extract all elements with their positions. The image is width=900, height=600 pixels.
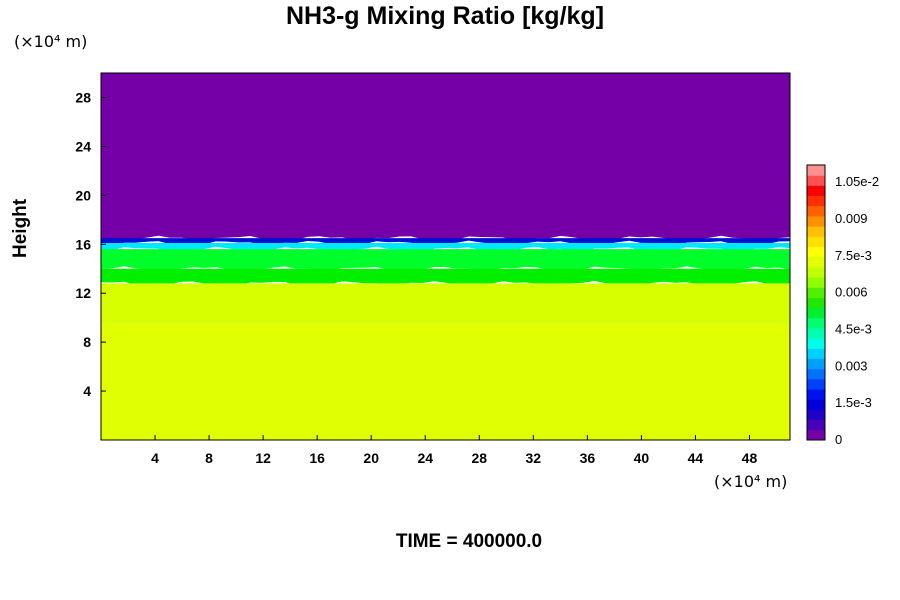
colorbar-cell [807, 165, 825, 176]
colorbar-label: 0 [835, 432, 842, 447]
colorbar-cell [807, 327, 825, 339]
colorbar-cell [807, 307, 825, 319]
colorbar-cell [807, 348, 825, 360]
colorbar-cell [807, 389, 825, 400]
y-tick-label: 28 [75, 89, 91, 105]
y-tick-label: 16 [75, 236, 91, 252]
x-tick-label: 20 [363, 450, 379, 466]
colorbar-cell [807, 246, 825, 258]
field-layer [101, 323, 790, 440]
colorbar-label: 0.006 [835, 285, 868, 300]
colorbar-cell [807, 399, 825, 410]
plot-frame [100, 72, 791, 441]
field-layer [101, 268, 790, 286]
colorbar-cell [807, 358, 825, 370]
y-tick-label: 12 [75, 285, 91, 301]
y-unit-label: (×10⁴ m) [14, 32, 88, 51]
colorbar-label: 7.5e-3 [835, 248, 872, 263]
colorbar-label: 0.009 [835, 211, 868, 226]
colorbar-cell [807, 277, 825, 288]
colorbar-cell [807, 287, 825, 298]
x-tick-label: 12 [255, 450, 271, 466]
colorbar-cell [807, 368, 825, 380]
colorbar-cell [807, 429, 825, 441]
y-tick-label: 8 [83, 334, 91, 350]
x-unit-label: (×10⁴ m) [714, 472, 788, 491]
x-tick-label: 44 [688, 450, 704, 466]
colorbar-cell [807, 175, 825, 186]
colorbar-cell [807, 297, 825, 309]
colorbar-label: 1.05e-2 [835, 174, 879, 189]
colorbar-cell [807, 185, 825, 197]
y-tick-label: 24 [75, 138, 91, 154]
chart-title: NH3-g Mixing Ratio [kg/kg] [285, 2, 605, 30]
colorbar-cell [807, 266, 825, 278]
colorbar-cell [807, 256, 825, 268]
x-tick-label: 40 [634, 450, 650, 466]
time-label: TIME = 400000.0 [395, 531, 543, 552]
x-tick-label: 36 [580, 450, 596, 466]
colorbar-cell [807, 205, 825, 217]
colorbar-cell [807, 338, 825, 349]
colorbar-cell [807, 419, 825, 431]
y-tick-label: 4 [83, 383, 91, 399]
colorbar-cell [807, 317, 825, 329]
colorbar-cell [807, 378, 825, 390]
field-layer [101, 249, 790, 272]
x-tick-label: 28 [471, 450, 487, 466]
colorbar-cell [807, 226, 825, 237]
y-tick-label: 20 [75, 187, 91, 203]
x-tick-label: 8 [205, 450, 213, 466]
colorbar-frame [806, 164, 826, 441]
colorbar-cell [807, 409, 825, 421]
colorbar-label: 1.5e-3 [835, 395, 872, 410]
field-layer [101, 73, 790, 241]
x-tick-label: 48 [742, 450, 758, 466]
colorbar-label: 4.5e-3 [835, 322, 872, 337]
x-tick-label: 24 [417, 450, 433, 466]
colorbar-label: 0.003 [835, 358, 868, 373]
colorbar-cell [807, 195, 825, 207]
x-tick-label: 16 [309, 450, 325, 466]
field-layer [101, 283, 790, 324]
colorbar-cell [807, 236, 825, 247]
x-tick-label: 4 [151, 450, 159, 466]
colorbar-cell [807, 215, 825, 227]
x-tick-label: 32 [526, 450, 542, 466]
